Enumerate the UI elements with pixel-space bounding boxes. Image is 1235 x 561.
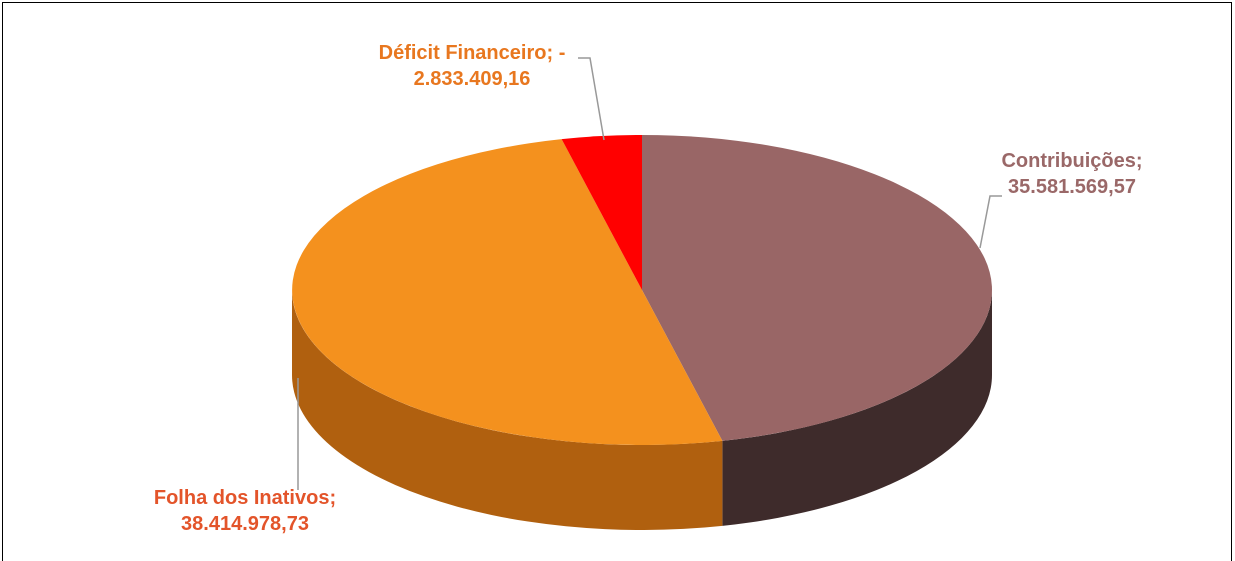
slice-side <box>292 290 723 530</box>
leader-line <box>578 57 605 141</box>
leader-line <box>979 195 1002 249</box>
label-separator: ; <box>329 487 337 509</box>
label-category: Déficit Financeiro <box>378 42 547 64</box>
label-category: Contribuições <box>1001 150 1136 172</box>
label-category: Folha dos Inativos <box>153 487 330 509</box>
slice <box>642 135 992 441</box>
slice <box>561 135 642 290</box>
label-value: 38.414.978,73 <box>181 513 309 535</box>
data-label: Déficit Financeiro; - 2.833.409,16 <box>342 40 602 92</box>
pie <box>292 135 992 530</box>
label-separator: ; <box>1135 150 1143 172</box>
data-label: Contribuições; 35.581.569,57 <box>972 148 1172 200</box>
slice <box>292 139 723 445</box>
label-value: - 2.833.409,16 <box>413 42 566 90</box>
label-separator: ; <box>546 42 554 64</box>
slice-side <box>722 290 992 526</box>
data-label: Folha dos Inativos; 38.414.978,73 <box>115 485 375 537</box>
label-value: 35.581.569,57 <box>1008 176 1136 198</box>
